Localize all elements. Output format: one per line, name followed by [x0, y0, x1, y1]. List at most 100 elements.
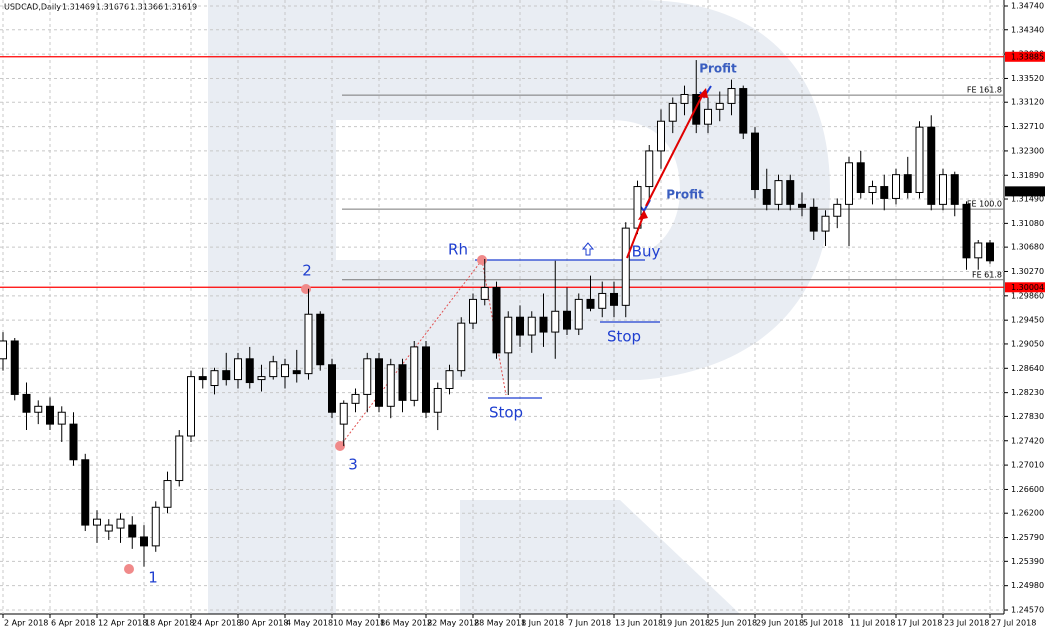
y-tick-label: 1.24980 [1011, 581, 1044, 590]
candle-body [93, 518, 101, 526]
candle-body [116, 518, 125, 529]
candle-body [140, 536, 148, 547]
price-tag [1005, 186, 1045, 197]
candle-body [903, 174, 912, 193]
candle-body [469, 298, 477, 324]
x-tick-label: 2 Apr 2018 [4, 619, 48, 628]
pivot-point [124, 564, 134, 574]
candle-body [539, 316, 548, 333]
candle-body [22, 393, 31, 413]
y-tick-label: 1.32710 [1011, 122, 1044, 131]
candle-body [892, 174, 900, 199]
candle-body [386, 364, 395, 407]
candle-body [316, 313, 325, 366]
trend-arrow [645, 91, 705, 207]
candle-body [363, 358, 372, 395]
x-tick-label: 5 Jul 2018 [803, 619, 843, 628]
y-tick-label: 1.32300 [1011, 146, 1044, 155]
candle-body [422, 346, 430, 413]
annotation: 3 [348, 456, 358, 474]
x-tick-label: 22 May 2018 [427, 619, 479, 628]
x-tick-label: 28 May 2018 [474, 619, 526, 628]
candle-body [187, 376, 195, 437]
candle-body [492, 287, 501, 354]
up-arrow [581, 242, 595, 256]
candle-body [163, 480, 172, 508]
candle-body [504, 316, 513, 354]
candle-body [410, 346, 419, 401]
annotation: Profit [699, 62, 737, 76]
candle-body [0, 340, 7, 360]
x-tick-label: 13 Jun 2018 [615, 619, 663, 628]
y-tick-label: 1.28230 [1011, 388, 1044, 397]
arrow-head [638, 210, 648, 220]
candle-body [281, 364, 289, 378]
y-tick-label: 1.31080 [1011, 219, 1044, 228]
candle-body [915, 126, 924, 193]
price-tag [1005, 51, 1045, 62]
x-tick-label: 10 May 2018 [333, 619, 385, 628]
y-tick-label: 1.27830 [1011, 412, 1044, 421]
x-tick-label: 16 May 2018 [380, 619, 432, 628]
candle-body [680, 93, 689, 104]
candle-body [81, 459, 90, 526]
candle-body [704, 108, 712, 125]
candle-body [774, 180, 783, 205]
price-tag-label: 1.31619 [1011, 187, 1044, 196]
candle-body [762, 189, 771, 205]
y-tick-label: 1.29450 [1011, 316, 1044, 325]
candle-body [751, 132, 759, 191]
candle-body [715, 102, 724, 110]
fibo-label: FE 61.8 [972, 270, 1002, 279]
candle-body [974, 242, 983, 259]
y-tick-label: 1.25390 [1011, 557, 1044, 566]
x-tick-label: 18 Apr 2018 [145, 619, 194, 628]
candle-body [833, 203, 842, 217]
candle-body [128, 524, 137, 538]
candle-body [668, 102, 677, 122]
candle-body [445, 370, 454, 389]
quote-value: 1.31676 [96, 3, 129, 12]
candle-body [950, 174, 959, 205]
candle-body [574, 298, 583, 330]
x-tick-label: 19 Jun 2018 [662, 619, 710, 628]
x-tick-label: 12 Apr 2018 [98, 619, 147, 628]
y-tick-label: 1.31890 [1011, 171, 1044, 180]
x-tick-label: 11 Jul 2018 [850, 619, 895, 628]
candle-body [821, 215, 830, 232]
price-tag-label: 1.30004 [1011, 283, 1044, 292]
candle-body [328, 364, 336, 413]
arrow-head [698, 88, 708, 98]
candle-body [939, 174, 947, 205]
y-tick-label: 1.28640 [1011, 364, 1044, 373]
quote-value: 1.31366 [130, 3, 163, 12]
x-tick-label: 23 Jul 2018 [944, 619, 989, 628]
pivot-point [477, 255, 487, 265]
fibo-label: FE 100.0 [967, 200, 1002, 209]
y-tick-label: 1.30270 [1011, 267, 1044, 276]
candle-body [304, 313, 313, 375]
candle-body [234, 358, 242, 381]
x-tick-label: 30 Apr 2018 [239, 619, 288, 628]
candle-body [527, 316, 536, 336]
x-tick-label: 17 Jul 2018 [897, 619, 942, 628]
candle-body [375, 358, 383, 407]
candle-body [69, 423, 78, 461]
candle-body [245, 358, 254, 384]
y-tick-label: 1.34340 [1011, 25, 1044, 34]
y-tick-label: 1.26200 [1011, 509, 1044, 518]
candle-body [598, 292, 607, 309]
candle-body [798, 203, 806, 208]
x-tick-label: 4 May 2018 [286, 619, 333, 628]
annotation: Rh [448, 241, 468, 259]
candle-body [645, 150, 654, 188]
candle-body [786, 180, 795, 205]
candle-body [292, 370, 301, 375]
watermark [208, 0, 830, 614]
y-tick-label: 1.34740 [1011, 1, 1044, 10]
candle-body [621, 227, 630, 306]
y-tick-label: 1.29860 [1011, 291, 1044, 300]
candle-body [210, 370, 219, 387]
y-tick-label: 1.27010 [1011, 461, 1044, 470]
